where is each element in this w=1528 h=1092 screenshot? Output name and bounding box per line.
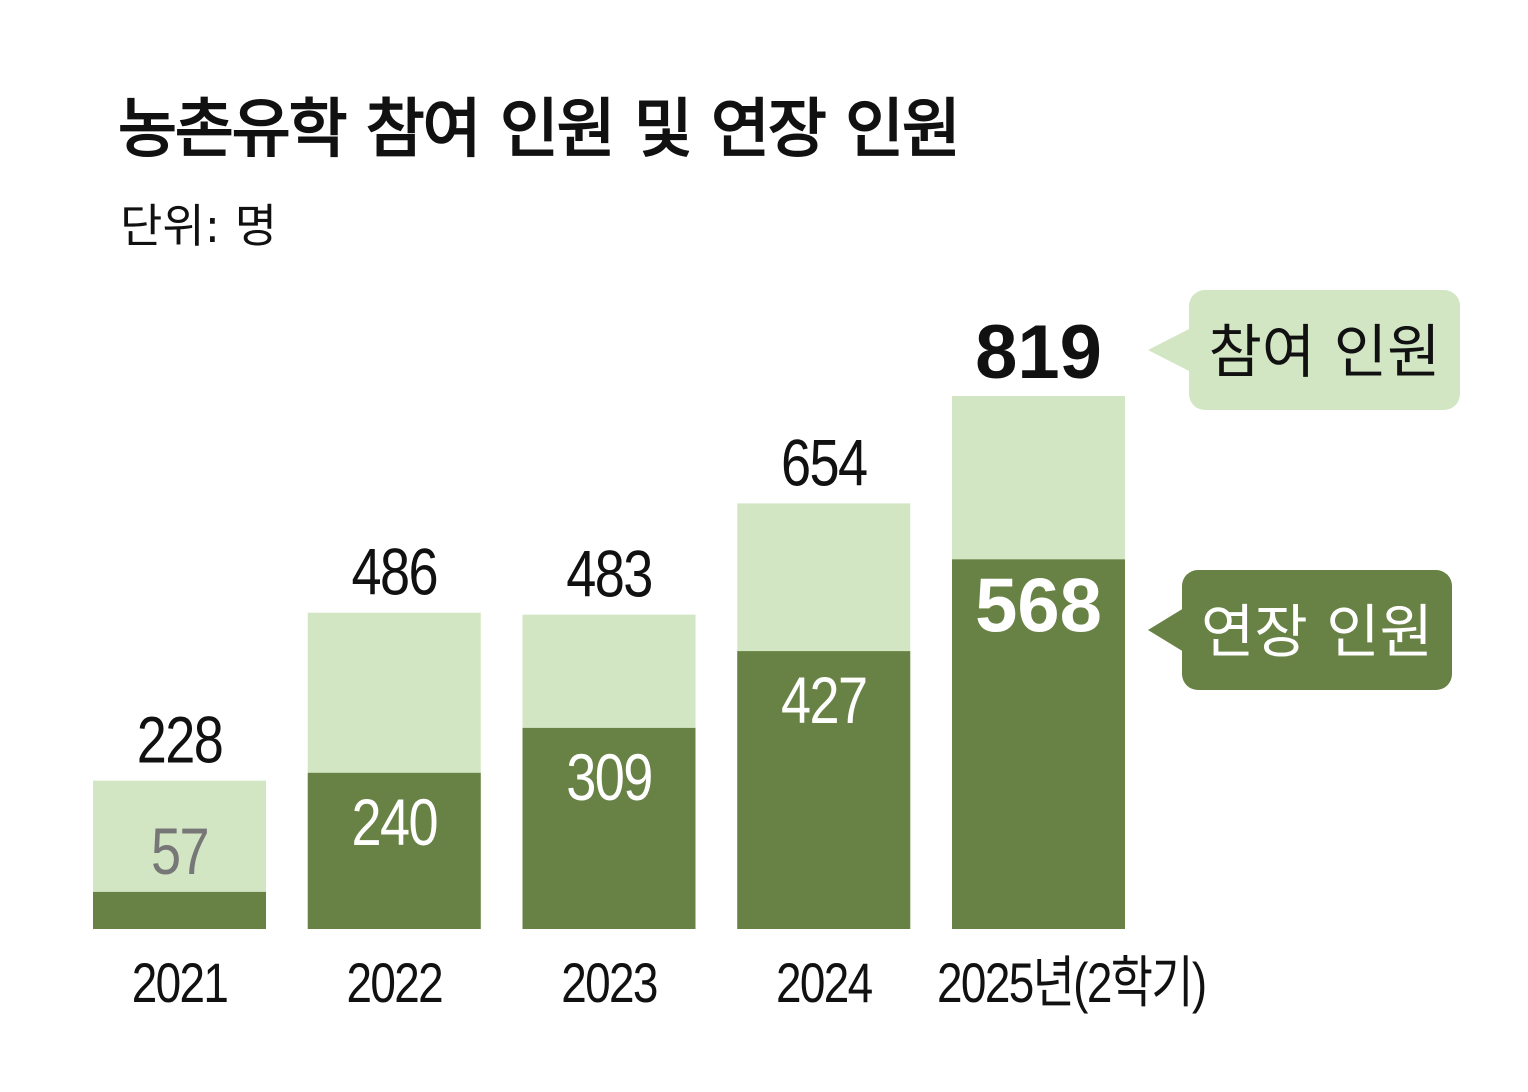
data-label-total: 819 [975,310,1102,395]
x-tick-label: 2023 [561,952,657,1014]
x-tick-label: 2024 [776,952,872,1014]
data-label-total: 654 [781,425,867,499]
x-tick-label: 2025년(2학기) [937,952,1205,1014]
legend-extended-label: 연장 인원 [1201,598,1433,666]
data-label-extended: 57 [151,814,208,888]
legend-total-label: 참여 인원 [1209,318,1441,386]
data-label-extended: 568 [975,563,1102,648]
legend-total-pointer [1148,328,1191,372]
bar-extended-2021 [93,891,266,929]
x-tick-label: 2021 [132,952,228,1014]
data-label-total: 486 [352,535,437,609]
x-tick-label: 2022 [346,952,442,1014]
data-label-total: 483 [566,537,651,611]
legend-extended-pointer [1148,608,1184,652]
data-label-extended: 240 [352,785,438,859]
data-label-total: 228 [137,702,222,776]
legend-extended-box [1182,570,1452,690]
unit-label: 단위: 명 [120,199,278,253]
bar-extended-2022 [307,772,481,929]
bar-extended-2024 [737,651,911,929]
chart-title: 농촌유학 참여 인원 및 연장 인원 [118,93,961,167]
bar-extended-2023 [522,727,696,929]
data-label-extended: 309 [566,740,651,814]
legend-total-box [1189,290,1460,410]
data-label-extended: 427 [781,663,866,737]
bar-extended-2025년(2학기) [952,559,1125,929]
